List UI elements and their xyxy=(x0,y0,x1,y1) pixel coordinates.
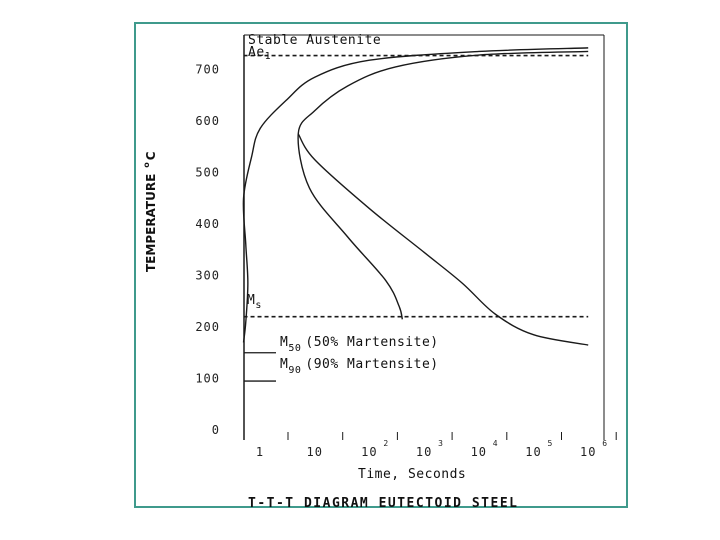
x-tick-sup-5: 5 xyxy=(548,439,553,448)
x-tick-3: 10 xyxy=(416,445,432,459)
x-tick-2: 10 xyxy=(361,445,377,459)
chart-title: T-T-T DIAGRAM EUTECTOID STEEL xyxy=(248,496,518,511)
x-tick-0: 1 xyxy=(256,445,264,459)
m50-label: M50 (50% Martensite) xyxy=(280,335,439,354)
m90-label: M90 (90% Martensite) xyxy=(280,357,439,376)
x-tick-labels: 1 10 10 2 10 3 10 4 10 5 10 6 xyxy=(256,432,617,459)
x-tick-4: 10 xyxy=(471,445,487,459)
x-axis-label: Time, Seconds xyxy=(358,467,466,482)
series-transformation-finish xyxy=(297,50,589,320)
ae1-label: Ae1 xyxy=(248,45,271,62)
y-axis-label: TEMPERATUREoC xyxy=(142,151,158,272)
x-tick-sup-2: 2 xyxy=(383,439,388,448)
y-tick-700: 700 xyxy=(195,63,220,77)
y-tick-labels: 0 100 200 300 400 500 600 700 xyxy=(195,63,220,438)
x-tick-6: 10 xyxy=(580,445,596,459)
y-tick-200: 200 xyxy=(195,320,220,334)
x-tick-1: 10 xyxy=(306,445,322,459)
x-tick-sup-3: 3 xyxy=(438,439,443,448)
x-tick-sup-6: 6 xyxy=(602,439,607,448)
y-tick-0: 0 xyxy=(212,423,220,437)
series-bainite-finish xyxy=(297,133,589,346)
x-tick-sup-4: 4 xyxy=(493,439,498,448)
series-group xyxy=(242,47,589,346)
y-tick-600: 600 xyxy=(195,114,220,128)
martensite-legend-lines xyxy=(244,352,276,382)
stable-austenite-label: Stable Austenite xyxy=(248,33,381,48)
y-tick-300: 300 xyxy=(195,269,220,283)
x-tick-5: 10 xyxy=(525,445,541,459)
y-tick-100: 100 xyxy=(195,372,220,386)
y-tick-400: 400 xyxy=(195,217,220,231)
figure-frame xyxy=(134,22,628,508)
ms-label: Ms xyxy=(247,293,262,311)
series-transformation-start xyxy=(242,47,589,343)
y-tick-500: 500 xyxy=(195,166,220,180)
